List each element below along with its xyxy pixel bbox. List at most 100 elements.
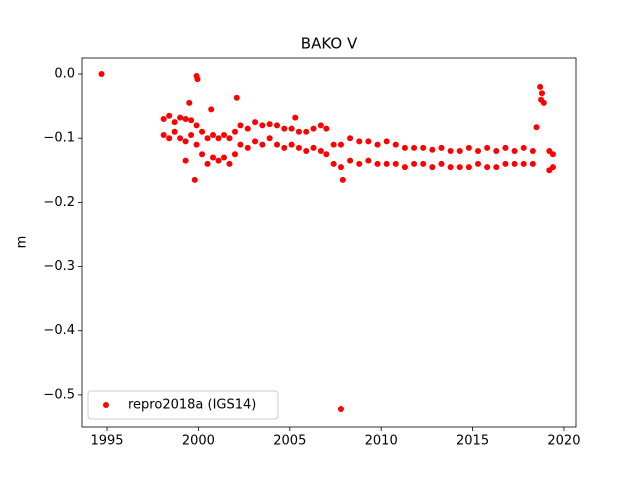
data-point — [502, 144, 509, 151]
data-point — [339, 176, 346, 183]
data-point — [383, 160, 390, 167]
legend-box — [87, 390, 279, 420]
data-point — [191, 176, 198, 183]
data-point — [411, 144, 418, 151]
data-point — [456, 148, 463, 155]
data-point — [317, 122, 324, 129]
data-point — [520, 144, 527, 151]
data-point — [160, 115, 167, 122]
data-point — [401, 164, 408, 171]
data-point — [295, 128, 302, 135]
data-point — [520, 160, 527, 167]
x-tick-label: 2000 — [182, 434, 215, 449]
data-point — [252, 119, 259, 126]
data-point — [330, 141, 337, 148]
data-point — [310, 125, 317, 132]
data-point — [188, 117, 195, 124]
data-point — [231, 128, 238, 135]
data-point — [182, 138, 189, 145]
data-point — [475, 160, 482, 167]
y-tick-label: −0.1 — [43, 131, 75, 146]
y-tick-label: −0.5 — [43, 387, 75, 402]
data-point — [533, 124, 540, 131]
data-point — [374, 141, 381, 148]
data-point — [323, 125, 330, 132]
data-point — [221, 154, 228, 161]
data-point — [392, 160, 399, 167]
data-point — [288, 141, 295, 148]
data-point — [475, 148, 482, 155]
data-point — [177, 114, 184, 121]
legend-marker — [103, 402, 109, 408]
data-point — [337, 141, 344, 148]
data-point — [166, 112, 173, 119]
data-point — [215, 157, 222, 164]
data-point — [347, 157, 354, 164]
data-point — [484, 164, 491, 171]
data-point — [160, 132, 167, 139]
data-point — [429, 146, 436, 153]
data-point — [537, 83, 544, 90]
x-tick-label: 2010 — [365, 434, 398, 449]
data-point — [365, 157, 372, 164]
y-tick-label: −0.2 — [43, 195, 75, 210]
data-point — [266, 121, 273, 128]
data-point — [292, 114, 299, 121]
data-point — [281, 144, 288, 151]
data-point — [281, 125, 288, 132]
data-point — [383, 138, 390, 145]
data-point — [252, 138, 259, 145]
data-point — [356, 138, 363, 145]
data-point — [447, 148, 454, 155]
data-point — [303, 128, 310, 135]
data-point — [237, 122, 244, 129]
data-point — [186, 99, 193, 106]
x-tick-label: 2020 — [547, 434, 580, 449]
data-point — [204, 135, 211, 142]
data-point — [420, 160, 427, 167]
data-point — [274, 122, 281, 129]
x-tick-label: 2015 — [456, 434, 489, 449]
data-point — [330, 160, 337, 167]
data-point — [210, 132, 217, 139]
data-point — [303, 148, 310, 155]
data-point — [347, 135, 354, 142]
data-point — [493, 164, 500, 171]
data-point — [188, 132, 195, 139]
data-point — [215, 135, 222, 142]
data-point — [171, 119, 178, 126]
data-point — [456, 164, 463, 171]
data-point — [438, 144, 445, 151]
data-point — [208, 106, 215, 113]
data-point — [274, 141, 281, 148]
data-point — [182, 157, 189, 164]
data-point — [392, 141, 399, 148]
data-point — [259, 122, 266, 129]
data-point — [374, 160, 381, 167]
data-point — [177, 135, 184, 142]
data-point — [98, 71, 105, 78]
data-point — [259, 141, 266, 148]
data-point — [356, 160, 363, 167]
data-point — [511, 148, 518, 155]
data-point — [210, 154, 217, 161]
data-point — [411, 160, 418, 167]
y-tick-label: −0.4 — [43, 323, 75, 338]
x-tick-label: 1995 — [90, 434, 123, 449]
data-point — [237, 141, 244, 148]
data-point — [199, 151, 206, 158]
data-point — [337, 164, 344, 171]
data-point — [182, 115, 189, 122]
data-point — [539, 90, 546, 97]
data-point — [465, 164, 472, 171]
data-point — [493, 148, 500, 155]
data-point — [288, 125, 295, 132]
data-point — [323, 151, 330, 158]
data-point — [221, 132, 228, 139]
data-point — [295, 144, 302, 151]
data-point — [401, 144, 408, 151]
data-point — [171, 128, 178, 135]
legend-label: repro2018a (IGS14) — [128, 398, 256, 413]
data-point — [244, 125, 251, 132]
data-point — [244, 144, 251, 151]
